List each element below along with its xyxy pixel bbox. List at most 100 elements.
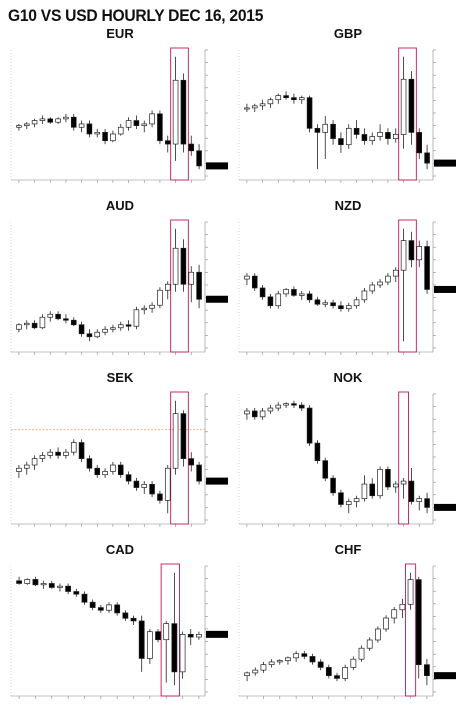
candle-body-down [164, 140, 171, 145]
candle-body-down [180, 247, 187, 285]
candle-body-up [141, 123, 148, 126]
panel-title-eur: EUR [106, 26, 134, 41]
candle-body-down [188, 143, 195, 152]
candle-body-up [345, 305, 352, 310]
candle-body-down [291, 289, 297, 296]
candle-body-down [86, 123, 93, 135]
candle-body-down [330, 477, 336, 494]
candle-body-up [40, 583, 47, 586]
candle-body-down [298, 404, 305, 409]
candlestick-chart-eur [10, 47, 228, 183]
candle-body-down [157, 113, 163, 142]
candle-body-up [399, 603, 406, 611]
highlight-box [170, 391, 189, 525]
candle-body-down [16, 580, 22, 584]
candle-body-up [283, 403, 289, 406]
candle-body-down [78, 442, 85, 459]
candle-body-down [149, 483, 155, 495]
candle-body-down [31, 322, 38, 329]
candle-body-up [383, 617, 389, 630]
panel-sek: SEK [5, 370, 235, 542]
candle-body-up [133, 309, 140, 327]
panel-title-cad: CAD [105, 542, 135, 557]
candle-body-up [369, 136, 376, 141]
candle-body-up [47, 451, 54, 456]
panel-cad: CAD [5, 542, 235, 714]
candle-body-up [172, 247, 179, 285]
candle-body-up [345, 501, 352, 505]
candle-body-up [102, 471, 108, 476]
candle-body-down [48, 583, 55, 588]
candle-body-down [330, 302, 336, 307]
candle-body-down [361, 134, 368, 141]
candle-body-up [285, 657, 291, 661]
candle-body-up [267, 99, 274, 105]
candle-body-up [106, 604, 112, 611]
candle-body-up [188, 271, 195, 285]
candle-body-up [141, 483, 148, 488]
candle-body-down [78, 324, 85, 335]
candlestick-chart-sek [10, 391, 228, 527]
candle-body-up [244, 275, 250, 280]
candle-body-up [322, 302, 329, 305]
candle-body-up [16, 324, 22, 330]
candlestick-chart-aud [10, 219, 228, 355]
candle-body-up [416, 498, 423, 502]
candle-body-up [63, 451, 69, 456]
candle-body-up [298, 97, 305, 101]
candle-body-up [361, 483, 368, 499]
candle-body-up [149, 304, 155, 309]
candle-body-down [70, 319, 77, 326]
candle-body-up [276, 660, 283, 663]
candle-body-up [400, 78, 407, 135]
candle-body-up [283, 289, 289, 295]
candle-body-up [385, 275, 391, 283]
candle-body-down [306, 407, 313, 444]
candle-body-down [330, 123, 336, 139]
candle-body-up [110, 327, 116, 330]
candle-body-down [81, 593, 88, 603]
candle-body-up [391, 609, 398, 619]
candle-body-down [408, 480, 415, 502]
candle-body-up [110, 464, 116, 472]
highlight-box [170, 219, 189, 353]
candle-body-up [172, 413, 179, 469]
candle-body-down [86, 458, 93, 469]
candle-body-down [424, 246, 430, 290]
last-price-tag [434, 503, 456, 511]
candle-body-down [309, 656, 316, 663]
candle-body-up [416, 246, 423, 261]
candle-body-up [392, 483, 399, 488]
candle-body-down [385, 469, 391, 488]
candle-body-up [298, 293, 305, 296]
candle-body-down [291, 403, 297, 406]
candle-body-up [275, 404, 282, 409]
candle-body-down [94, 467, 101, 476]
candle-body-down [180, 413, 187, 459]
panel-nzd: NZD [233, 198, 463, 370]
candle-body-up [31, 458, 38, 466]
panel-chf: CHF [233, 542, 463, 714]
candle-body-down [63, 318, 69, 321]
last-price-tag [434, 159, 456, 167]
candle-body-down [259, 287, 266, 298]
candle-body-up [275, 293, 282, 307]
candle-body-up [110, 133, 116, 142]
candle-body-down [86, 333, 93, 338]
candle-body-up [377, 469, 383, 497]
candle-body-up [102, 328, 108, 333]
candle-body-down [408, 240, 415, 261]
candle-body-up [164, 283, 171, 291]
candle-body-up [244, 107, 250, 110]
candle-body-up [39, 455, 46, 459]
candle-body-up [146, 631, 153, 659]
candle-body-down [55, 451, 61, 456]
candle-body-down [408, 78, 415, 133]
candle-body-down [424, 152, 430, 164]
panel-title-nzd: NZD [334, 198, 362, 213]
candle-body-down [187, 634, 194, 638]
candlestick-chart-nok [238, 391, 456, 527]
candle-body-up [55, 118, 61, 123]
candle-body-up [366, 639, 373, 649]
candle-body-down [70, 116, 77, 128]
